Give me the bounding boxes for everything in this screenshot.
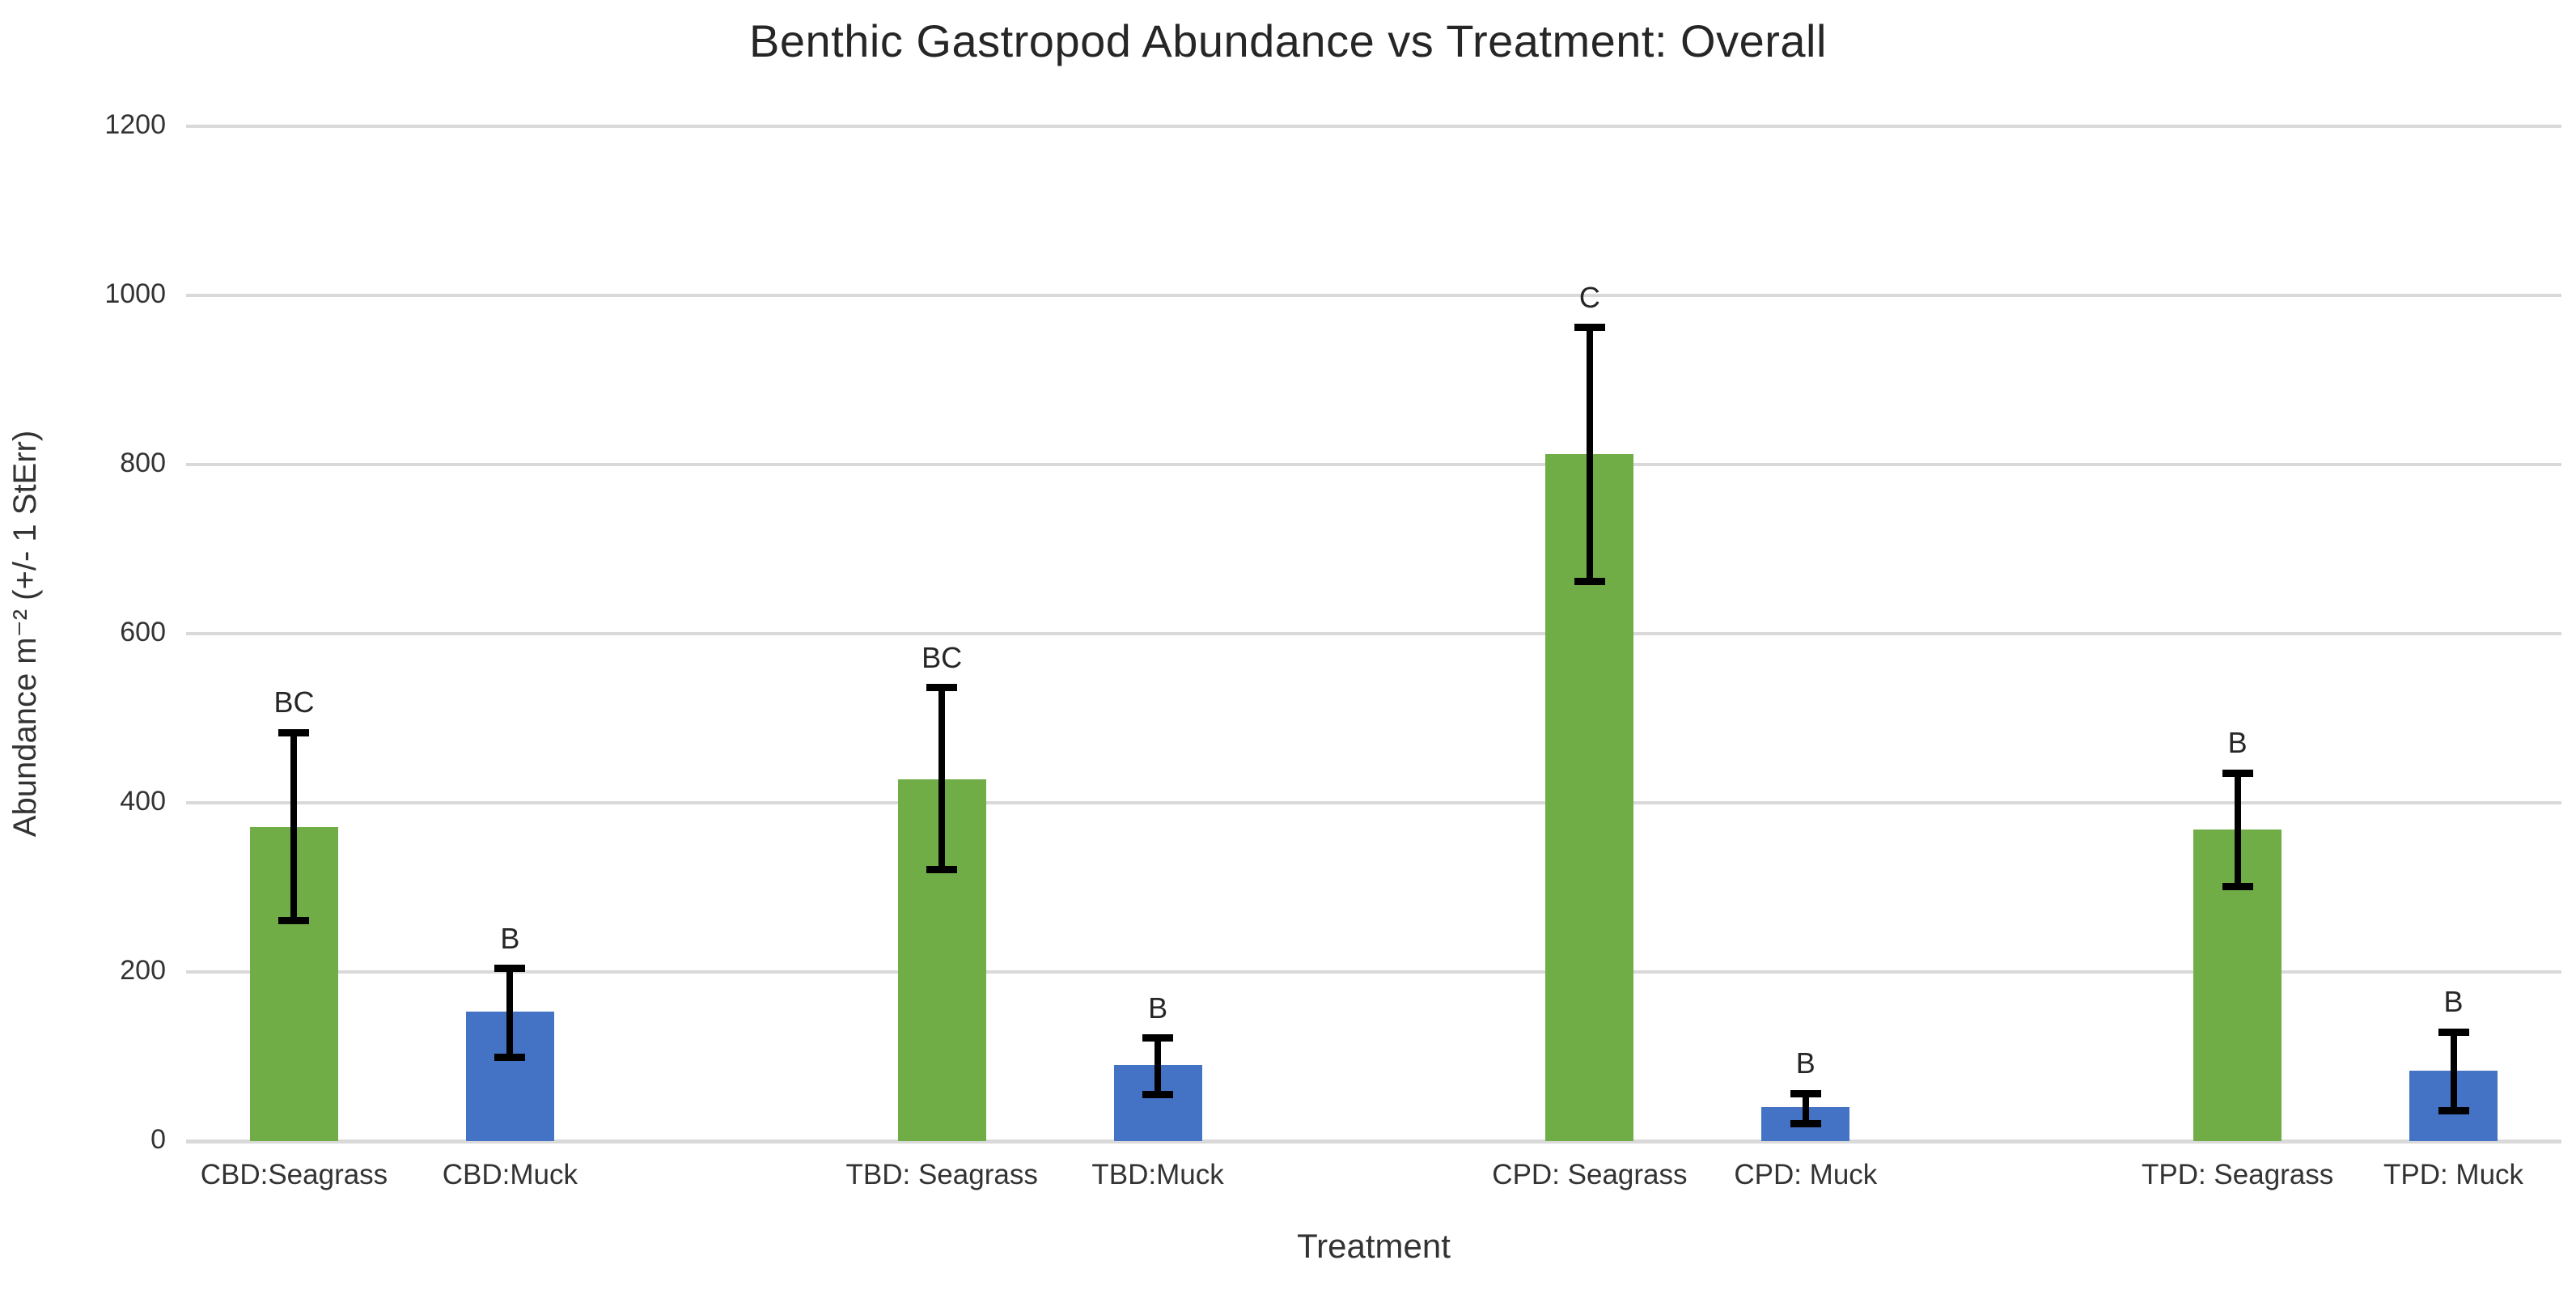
- x-axis-title: Treatment: [1297, 1227, 1451, 1265]
- x-category-label: CPD: Seagrass: [1492, 1159, 1688, 1190]
- y-tick-label-200: 200: [120, 955, 166, 986]
- gridline-600: [186, 632, 2561, 635]
- error-bar-cap-top: [494, 965, 526, 973]
- gridline-200: [186, 970, 2561, 974]
- error-bar-cap-bottom: [278, 916, 310, 924]
- x-category-label: TBD:Muck: [1091, 1159, 1224, 1190]
- gridline-400: [186, 801, 2561, 804]
- error-bar-cap-bottom: [1790, 1119, 1821, 1127]
- x-category-label: CPD: Muck: [1734, 1159, 1878, 1190]
- error-bar-cap-bottom: [1142, 1091, 1174, 1099]
- error-bar-line: [938, 687, 946, 870]
- chart-title: Benthic Gastropod Abundance vs Treatment…: [749, 15, 1827, 66]
- x-category-label: TBD: Seagrass: [845, 1159, 1038, 1190]
- significance-letter: BC: [273, 685, 315, 719]
- significance-letter: B: [1795, 1046, 1815, 1080]
- error-bar-cap-top: [2222, 769, 2253, 777]
- significance-letter: B: [2227, 726, 2248, 760]
- error-bar-cap-bottom: [2222, 882, 2253, 890]
- error-bar-line: [506, 968, 514, 1058]
- y-tick-label-800: 800: [120, 448, 166, 478]
- gridline-800: [186, 463, 2561, 466]
- error-bar-cap-top: [926, 684, 958, 692]
- gridline-1200: [186, 125, 2561, 128]
- error-bar-line: [290, 732, 298, 921]
- error-bar-cap-bottom: [494, 1054, 526, 1062]
- y-tick-label-400: 400: [120, 786, 166, 817]
- x-axis-line: [186, 1139, 2561, 1144]
- error-bar-line: [1802, 1093, 1809, 1124]
- error-bar-line: [2234, 773, 2241, 887]
- significance-letter: B: [1148, 991, 1168, 1025]
- x-category-label: TPD: Seagrass: [2141, 1159, 2334, 1190]
- y-tick-label-1000: 1000: [104, 278, 166, 309]
- significance-letter: B: [2443, 985, 2464, 1019]
- error-bar-cap-top: [1790, 1089, 1821, 1097]
- y-tick-label-0: 0: [150, 1124, 166, 1155]
- y-tick-label-600: 600: [120, 617, 166, 647]
- significance-letter: C: [1578, 280, 1600, 314]
- significance-letter: B: [500, 921, 520, 955]
- error-bar-cap-top: [2438, 1028, 2469, 1036]
- x-category-label: CBD:Muck: [442, 1159, 578, 1190]
- gridline-1000: [186, 294, 2561, 297]
- y-tick-label-1200: 1200: [104, 109, 166, 140]
- error-bar-cap-bottom: [926, 866, 958, 874]
- x-category-label: CBD:Seagrass: [200, 1159, 388, 1190]
- error-bar-line: [2450, 1032, 2457, 1111]
- error-bar-line: [1155, 1038, 1162, 1095]
- error-bar-cap-top: [1574, 324, 1605, 332]
- error-bar-line: [1586, 327, 1593, 582]
- error-bar-cap-top: [1142, 1034, 1174, 1042]
- error-bar-cap-top: [278, 728, 310, 736]
- x-category-label: TPD: Muck: [2383, 1159, 2524, 1190]
- error-bar-cap-bottom: [1574, 577, 1605, 585]
- significance-letter: BC: [922, 640, 963, 674]
- error-bar-cap-bottom: [2438, 1106, 2469, 1114]
